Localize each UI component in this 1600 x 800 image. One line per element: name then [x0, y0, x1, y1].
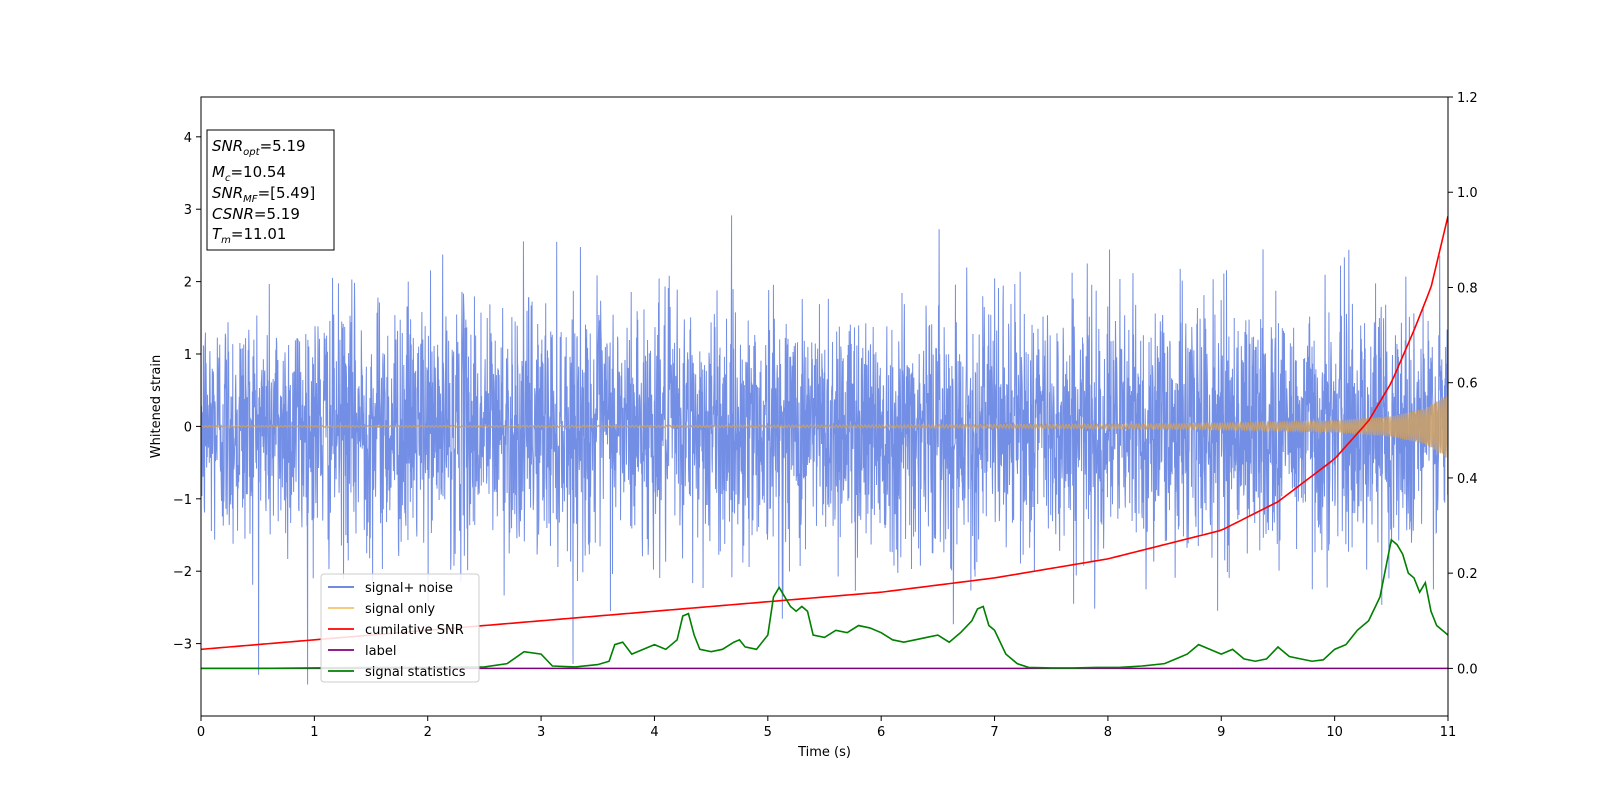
y-tick-label: −3	[173, 638, 192, 653]
y2-tick-label: 0.8	[1457, 281, 1478, 296]
legend-box	[320, 573, 480, 683]
stats-annotation: SNRopt=5.19 Mc=10.54 SNRMF=[5.49] CSNR=5…	[206, 129, 335, 251]
tm-text: Tm=11.01	[212, 225, 286, 246]
x-tick-label: 8	[1104, 725, 1112, 740]
y-tick-label: 1	[184, 348, 192, 363]
annotation-box	[206, 129, 335, 251]
y2-tick-label: 1.0	[1457, 186, 1478, 201]
y-axis: −3 −2 −1 0 1 2 3 4	[173, 131, 201, 653]
signal-only-line	[201, 396, 1448, 459]
signal-only-series	[201, 396, 1448, 459]
y-tick-label: −2	[173, 565, 192, 580]
plot-frame	[200, 96, 1449, 717]
legend-label: signal+ noise	[365, 581, 453, 596]
snr-mf-text: SNRMF=[5.49]	[212, 184, 315, 205]
legend-label: signal only	[365, 602, 435, 617]
x-tick-label: 2	[424, 725, 432, 740]
x-tick-label: 6	[877, 725, 885, 740]
x-tick-label: 11	[1440, 725, 1457, 740]
x-tick-label: 3	[537, 725, 545, 740]
y-tick-label: 2	[184, 276, 192, 291]
legend-label: label	[365, 644, 396, 659]
mc-text: Mc=10.54	[212, 163, 286, 184]
y-tick-label: 3	[184, 203, 192, 218]
legend-label: signal statistics	[365, 665, 466, 680]
y2-tick-label: 0.6	[1457, 377, 1478, 392]
x-axis: 0 1 2 3 4 5 6 7 8 9 10 11	[197, 716, 1456, 740]
y2-tick-label: 0.2	[1457, 567, 1478, 582]
x-tick-label: 1	[310, 725, 318, 740]
y2-tick-label: 1.2	[1457, 91, 1478, 106]
x-tick-label: 10	[1326, 725, 1343, 740]
x-tick-label: 7	[990, 725, 998, 740]
legend: signal+ noise signal only cumilative SNR la…	[320, 573, 480, 683]
y-tick-label: 0	[184, 420, 192, 435]
snr-opt-text: SNRopt=5.19	[212, 137, 306, 158]
csnr-text: CSNR=5.19	[212, 205, 300, 223]
x-tick-label: 9	[1217, 725, 1225, 740]
x-tick-label: 0	[197, 725, 205, 740]
signal-statistics-line	[201, 538, 1448, 670]
y2-tick-label: 0.4	[1457, 472, 1478, 487]
legend-label: cumilative SNR	[365, 623, 464, 638]
x-axis-label: Time (s)	[797, 745, 851, 760]
x-tick-label: 5	[764, 725, 772, 740]
y-tick-label: 4	[184, 131, 192, 146]
x-tick-label: 4	[650, 725, 658, 740]
y-axis-label: Whitened strain	[149, 355, 164, 458]
y2-axis: 0.0 0.2 0.4 0.6 0.8 1.0 1.2	[1448, 91, 1478, 677]
y-tick-label: −1	[173, 493, 192, 508]
y2-tick-label: 0.0	[1457, 662, 1478, 677]
